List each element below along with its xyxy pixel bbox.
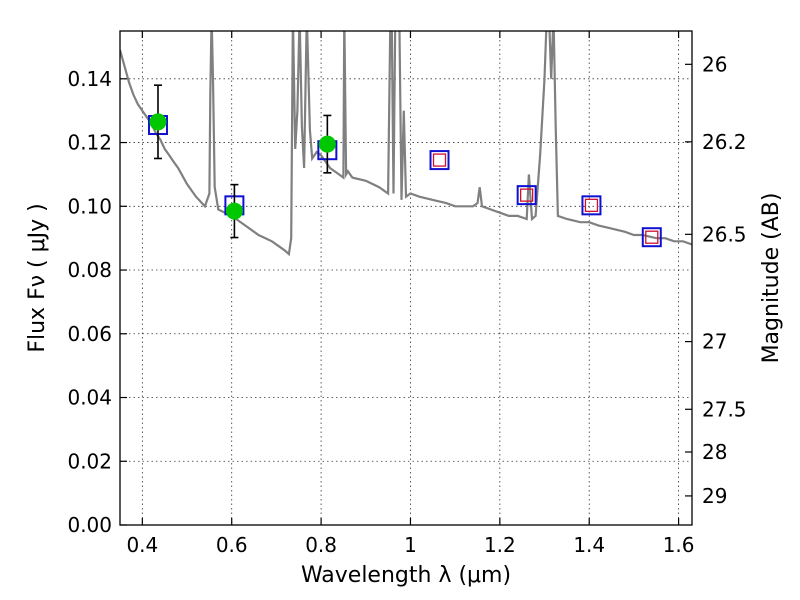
y-tick-label: 0.00	[67, 513, 112, 537]
predicted-photometry-point	[584, 198, 599, 212]
x-tick-label: 1.2	[484, 533, 516, 557]
predicted-photometry-point	[645, 230, 659, 244]
x-tick-label: 1.4	[573, 533, 605, 557]
x-tick-label: 1	[404, 533, 417, 557]
model-photometry-box	[429, 150, 450, 171]
x-tick-label: 0.8	[305, 533, 337, 557]
observed-photometry-point	[149, 113, 167, 131]
y-tick-label: 0.08	[67, 258, 112, 282]
y-tick-label: 0.10	[67, 194, 112, 218]
observed-photometry-point	[225, 202, 243, 220]
observed-photometry-point	[318, 135, 336, 153]
y-axis-label: Flux Fν ( μJy )	[25, 203, 50, 352]
x-axis-label: Wavelength λ (μm)	[301, 563, 511, 588]
model-spectrum-line	[120, 31, 692, 257]
model-photometry-box	[581, 195, 602, 216]
x-tick-label: 0.4	[126, 533, 158, 557]
y2-tick-label: 26	[702, 52, 727, 76]
y-tick-label: 0.02	[67, 449, 112, 473]
y-tick-label: 0.06	[67, 322, 112, 346]
model-photometry-box	[641, 227, 662, 248]
y2-tick-label: 28	[702, 440, 727, 464]
marks-layer	[147, 84, 662, 248]
y2-tick-label: 27.5	[702, 397, 747, 421]
plot-area	[120, 31, 692, 257]
predicted-photometry-point	[520, 188, 534, 202]
y2-axis-label: Magnitude (AB)	[759, 193, 784, 364]
x-tick-label: 0.6	[216, 533, 248, 557]
y-tick-label: 0.04	[67, 386, 112, 410]
model-photometry-box	[516, 185, 537, 206]
plot-frame	[119, 30, 693, 526]
y-tick-label: 0.14	[67, 67, 112, 91]
y2-tick-label: 29	[702, 484, 727, 508]
y2-tick-label: 26.5	[702, 222, 747, 246]
x-tick-label: 1.6	[663, 533, 695, 557]
predicted-photometry-point	[432, 153, 447, 167]
y2-tick-label: 27	[702, 330, 727, 354]
axis-layer: 0.4 0.6 0.8 1 1.2 1.4 1.6 0.00 0.02 0.04 0.06 0.08 0…	[67, 31, 747, 557]
y2-tick-label: 26.2	[702, 130, 747, 154]
grid-layer	[120, 31, 692, 526]
y-tick-label: 0.12	[67, 131, 112, 155]
